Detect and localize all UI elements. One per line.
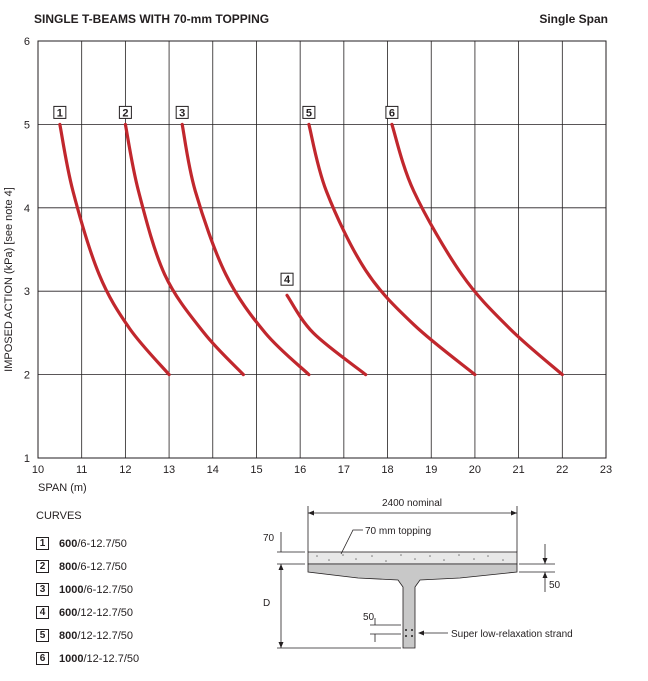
span-type-label: Single Span [539,12,608,26]
legend-item: 1 600/6-12.7/50 [36,532,139,555]
y-tick-label: 1 [24,453,30,465]
legend-item: 2 800/6-12.7/50 [36,555,139,578]
curve-4-line [285,293,368,377]
y-tick-label: 3 [24,286,30,298]
t-beam-section-diagram: 2400 nominal 70 mm topping 70 D 50 50 Su… [263,498,573,649]
x-tick-label: 10 [32,464,44,476]
x-tick-label: 15 [250,464,262,476]
topping-leader [340,529,363,555]
curves-legend: CURVES 1 600/6-12.7/50 2 800/6-12.7/50 3 1000… [36,510,139,670]
y-tick-label: 4 [24,203,30,215]
x-tick-label: 21 [512,464,524,476]
y-tick-label: 2 [24,370,30,382]
x-tick-label: 22 [556,464,568,476]
topping-label: 70 mm topping [365,526,431,537]
flange-dim-label: 50 [549,580,561,591]
curve-5-line [307,122,477,377]
y-tick-label: 6 [24,36,30,48]
x-tick-label: 23 [600,464,612,476]
x-tick-label: 20 [469,464,481,476]
curve-1-marker-label: 1 [57,107,63,119]
chart-title: SINGLE T-BEAMS WITH 70-mm TOPPING [34,12,270,26]
curve-4-marker-label: 4 [284,274,291,286]
legend-item: 4 600/12-12.7/50 [36,601,139,624]
legend-item-number: 3 [36,583,49,596]
y-axis-label: IMPOSED ACTION (kPa) [see note 4] [3,187,15,372]
x-tick-label: 12 [119,464,131,476]
width-arrow-right [511,510,517,516]
x-tick-label: 19 [425,464,437,476]
curve-3-line [180,122,311,377]
legend-item-label: 600/12-12.7/50 [59,606,134,619]
topping-dim-label: 70 [263,533,275,544]
x-tick-label: 18 [381,464,393,476]
curve-5-marker-label: 5 [306,107,312,119]
curve-3-marker-box [175,105,189,119]
y-tick-label: 5 [24,119,30,131]
x-axis-label: SPAN (m) [38,482,87,494]
legend-item-number: 4 [36,606,49,619]
strand-label: Super low-relaxation strand [451,629,573,640]
t-beam-shape [307,563,518,649]
strand-dim-label: 50 [363,612,375,623]
width-arrow-left [308,510,314,516]
legend-item-number: 5 [36,629,49,642]
curve-6-marker-box [385,105,399,119]
legend-item-number: 1 [36,537,49,550]
topping-speckle [316,554,504,562]
legend-item-label: 1000/12-12.7/50 [59,652,140,665]
legend-item-number: 2 [36,560,49,573]
width-label: 2400 nominal [382,498,442,509]
x-tick-label: 13 [163,464,175,476]
legend-item-label: 800/6-12.7/50 [59,560,127,573]
strand-dots [405,629,413,637]
curve-6-marker-label: 6 [389,107,395,119]
curve-2-marker-box [118,105,132,119]
x-tick-label: 11 [76,464,87,476]
legend-item-label: 800/12-12.7/50 [59,629,134,642]
x-tick-label: 14 [207,464,219,476]
curve-2-marker-label: 2 [122,107,128,119]
legend-item-label: 600/6-12.7/50 [59,537,127,550]
legend-item-label: 1000/6-12.7/50 [59,583,134,596]
curve-4-marker-box [280,272,294,286]
depth-label: D [263,598,270,609]
curve-6-line [390,122,564,377]
curve-3-marker-label: 3 [179,107,185,119]
x-tick-label: 16 [294,464,306,476]
legend-title: CURVES [36,510,82,522]
curve-1-marker-box [53,105,67,119]
curve-1-line [58,122,171,377]
plot-frame [37,40,607,459]
legend-item: 6 1000/12-12.7/50 [36,647,139,670]
legend-item: 5 800/12-12.7/50 [36,624,139,647]
legend-item: 3 1000/6-12.7/50 [36,578,139,601]
topping-layer [307,551,518,565]
x-tick-label: 17 [338,464,350,476]
curve-2-line [123,122,245,377]
legend-item-number: 6 [36,652,49,665]
curve-5-marker-box [302,105,316,119]
